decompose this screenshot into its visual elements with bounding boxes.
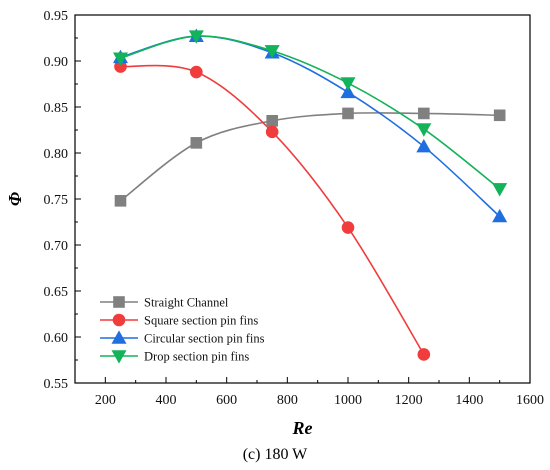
data-point-series-1 [114,195,127,207]
x-tick-label: 1600 [516,393,544,408]
y-axis-title: Φ [5,192,25,206]
data-point-series-4 [264,45,280,59]
series-line-4 [120,35,501,190]
x-tick-label: 1400 [455,393,483,408]
data-point-series-2 [190,65,203,79]
data-point-series-3 [492,208,508,223]
series-line-1 [120,112,500,202]
series-line-2 [120,64,425,355]
y-tick-label: 0.80 [44,147,69,162]
data-point-series-4 [492,183,508,197]
data-point-series-1 [190,137,203,149]
x-tick-label: 200 [95,393,116,408]
data-point-series-1 [418,107,430,120]
x-tick-label: 600 [216,393,237,408]
series-line-3 [120,35,501,218]
data-point-series-2 [265,125,279,139]
y-tick-label: 0.55 [44,377,69,392]
y-tick-label: 0.65 [44,285,69,300]
legend-marker-1 [113,296,125,308]
series-markers [112,28,508,361]
legend-label-3: Circular section pin fins [144,332,265,346]
x-tick-label: 1000 [334,393,362,408]
data-point-series-4 [340,77,356,91]
y-tick-label: 0.70 [44,239,69,254]
x-tick-label: 800 [277,393,298,408]
plot-frame [74,14,531,384]
data-point-series-3 [340,84,356,99]
legend-label-4: Drop section pin fins [144,350,249,364]
x-axis-title: Re [292,418,313,438]
figure-caption: (c) 180 W [242,446,308,463]
data-point-series-1 [266,115,278,127]
data-point-series-4 [188,30,204,44]
y-tick-label: 0.75 [44,193,69,208]
legend-marker-2 [112,313,126,327]
x-axis-ticks: 200 400 600 800 1000 1200 1400 1600 [74,377,544,408]
data-point-series-2 [341,221,355,234]
x-tick-label: 400 [156,393,177,408]
y-tick-label: 0.95 [44,9,69,24]
legend-marker-3 [111,330,127,344]
legend-marker-4 [111,350,127,364]
data-point-series-4 [416,123,432,137]
y-tick-label: 0.85 [44,101,69,116]
y-tick-label: 0.60 [44,331,69,346]
y-tick-label: 0.90 [44,55,69,70]
data-point-series-3 [416,138,432,153]
data-point-series-1 [493,109,506,122]
legend-label-2: Square section pin fins [144,314,258,328]
data-point-series-4 [112,52,129,66]
data-point-series-2 [417,348,431,361]
data-point-series-1 [342,107,354,120]
y-axis-ticks: 0.55 0.60 0.65 0.70 0.75 0.80 0.85 0.90 0.95 [44,9,81,392]
legend-label-1: Straight Channel [144,296,229,310]
legend: Straight Channel Square section pin fins C… [100,296,265,364]
x-tick-label: 1200 [395,393,423,408]
